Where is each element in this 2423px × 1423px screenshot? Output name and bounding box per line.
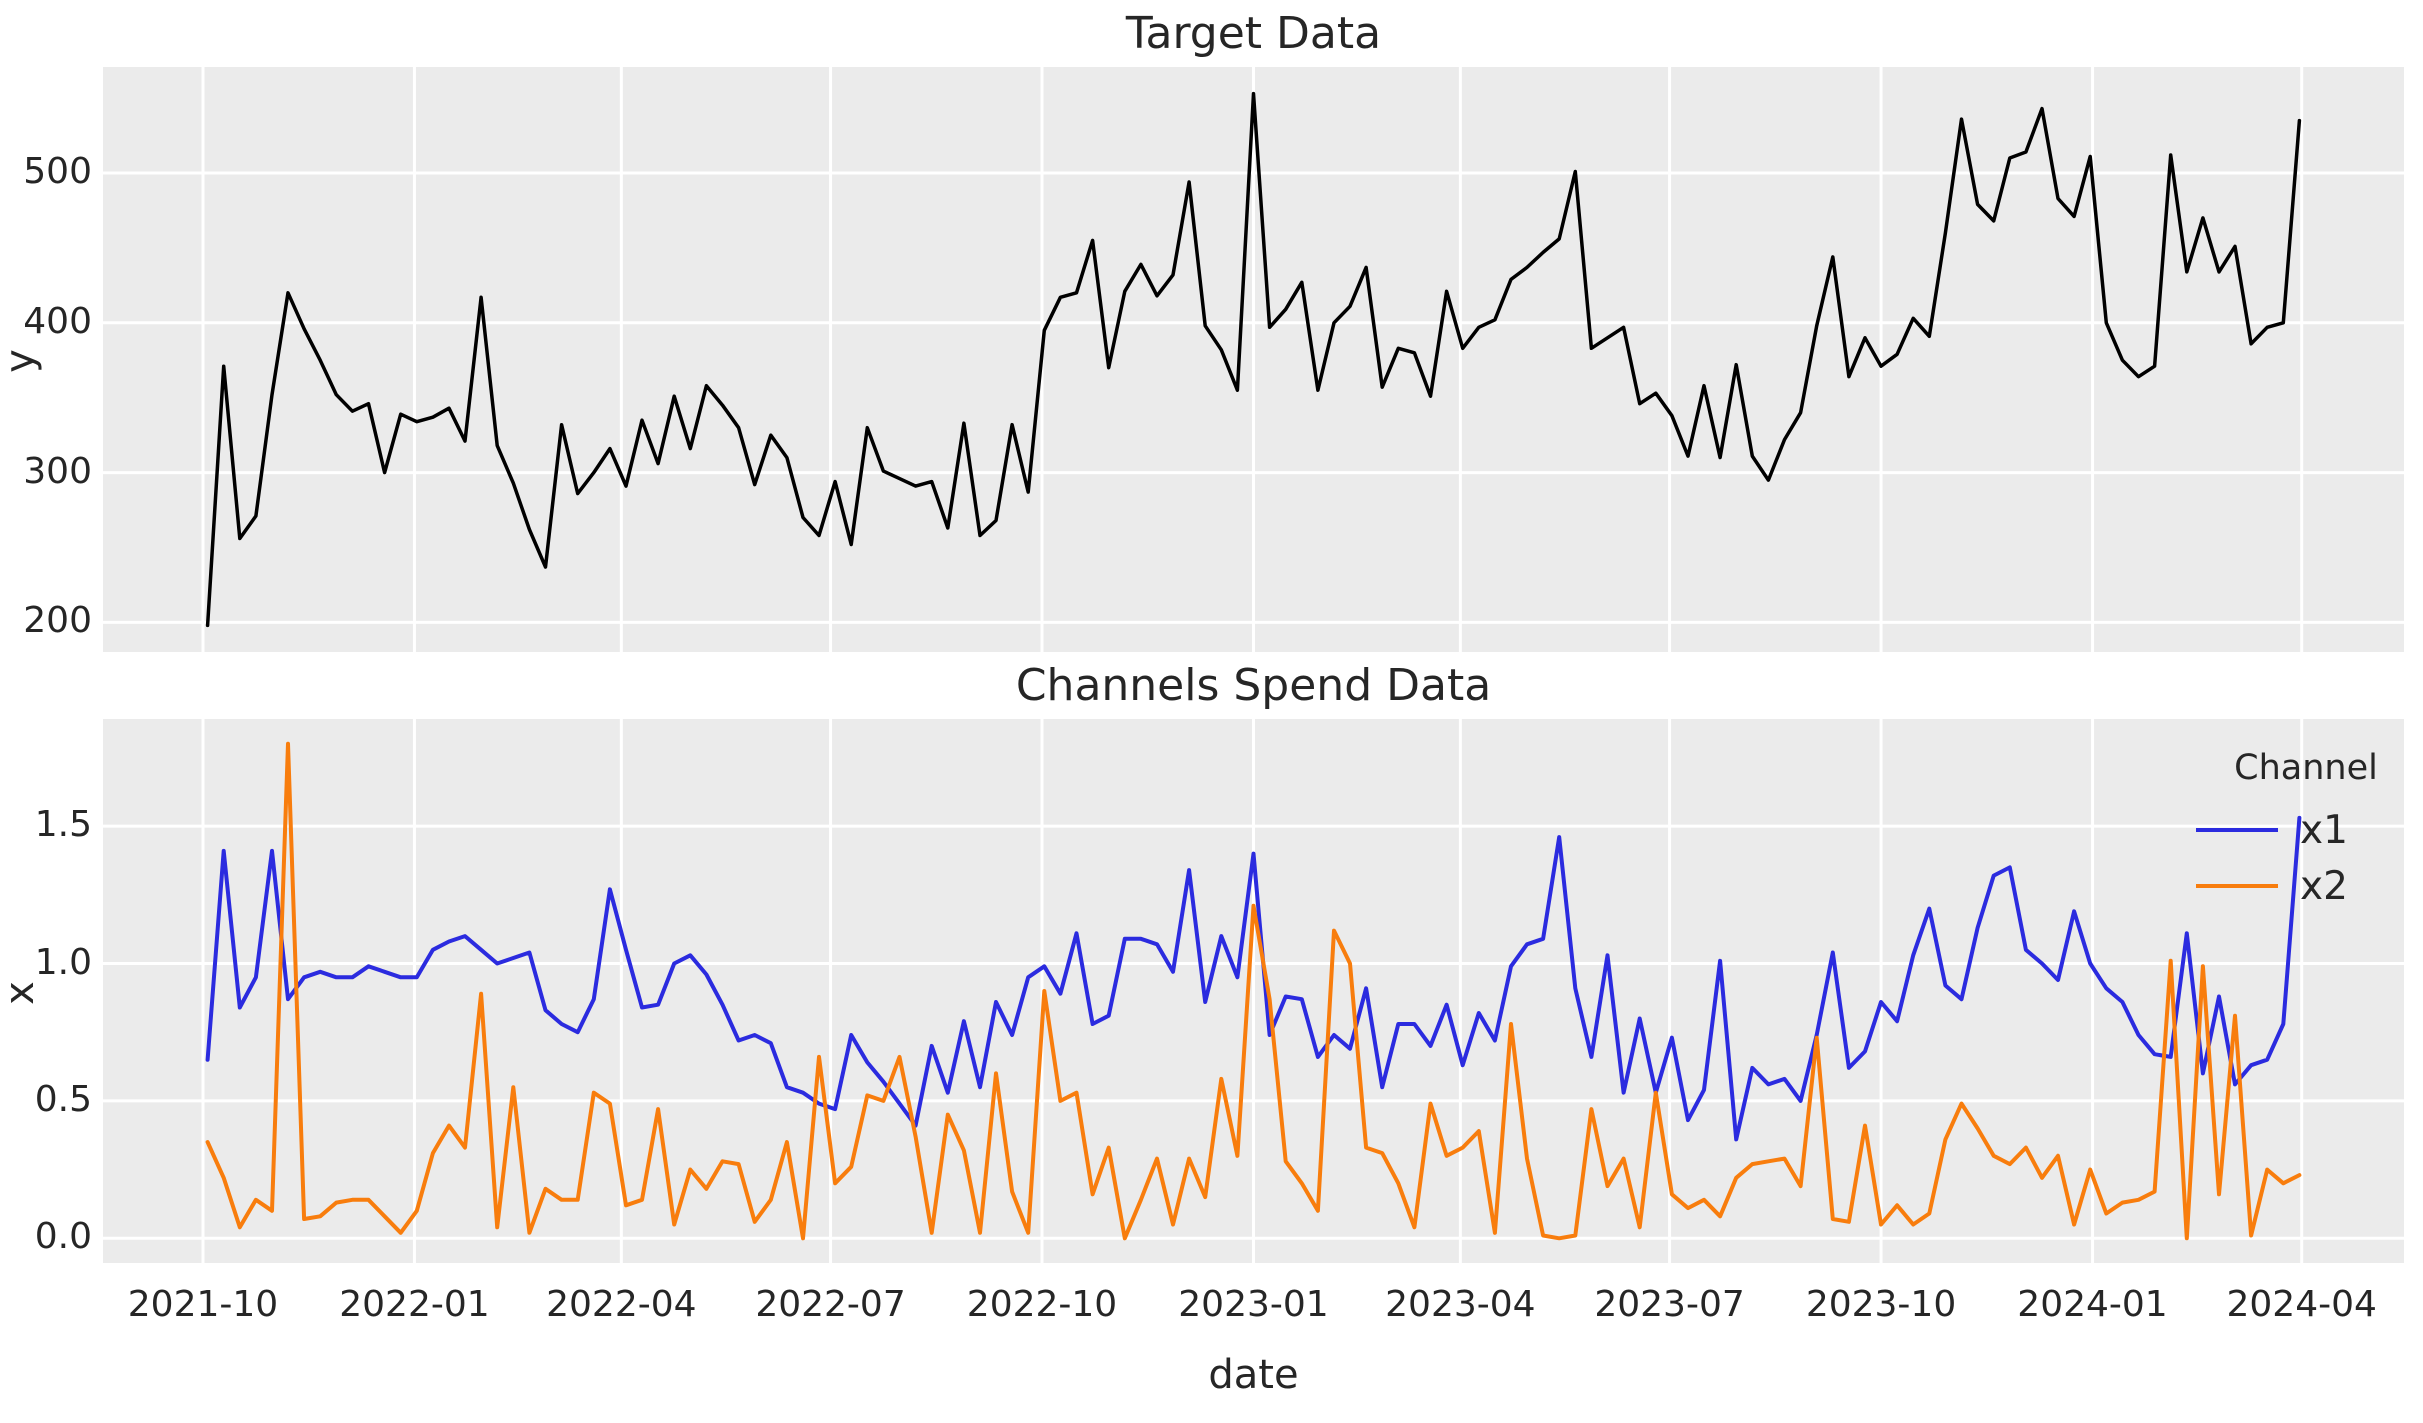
legend-entry-x2: x2 (2196, 858, 2416, 914)
x-tick-label: 2023-10 (1805, 1284, 1957, 1325)
x-tick-label: 2023-01 (1178, 1284, 1329, 1325)
bottom-y-axis-label: x (0, 981, 43, 1005)
x2-line-swatch-icon (2196, 884, 2278, 888)
top-chart-title: Target Data (1125, 8, 1382, 59)
y-tick-label: 400 (23, 300, 92, 342)
y-tick-label: 200 (23, 600, 92, 642)
legend-title: Channel (2234, 748, 2378, 788)
top-y-axis-label: y (0, 349, 43, 373)
y-tick-label: 300 (23, 450, 92, 492)
legend-label-x1: x1 (2300, 807, 2348, 853)
y-tick-label: 0.5 (34, 1078, 92, 1120)
y-tick-label: 0.0 (34, 1216, 92, 1258)
legend-entry-x1: x1 (2196, 802, 2416, 858)
legend-label-x2: x2 (2300, 863, 2348, 909)
x-tick-label: 2022-07 (755, 1284, 906, 1325)
x2-series-line (205, 741, 2302, 1241)
y-series-line (205, 91, 2302, 628)
x-tick-label: 2022-10 (966, 1284, 1118, 1325)
y-tick-label: 1.5 (34, 804, 92, 846)
bottom-chart-title: Channels Spend Data (1015, 660, 1492, 711)
x-tick-label: 2024-01 (2017, 1284, 2168, 1325)
legend: Channel x1 x2 (2196, 748, 2416, 914)
y-tick-label: 1.0 (34, 941, 92, 983)
x1-line-swatch-icon (2196, 828, 2278, 832)
x-tick-label: 2023-04 (1385, 1284, 1536, 1325)
x-tick-label: 2023-07 (1594, 1284, 1745, 1325)
y-tick-label: 500 (23, 150, 92, 192)
x-tick-label: 2022-04 (546, 1284, 697, 1325)
x1-series-line (205, 815, 2302, 1142)
x-tick-label: 2024-04 (2226, 1284, 2377, 1325)
x-tick-label: 2022-01 (339, 1284, 490, 1325)
x-axis-label: date (1208, 1352, 1299, 1398)
x-tick-label: 2021-10 (127, 1284, 279, 1325)
